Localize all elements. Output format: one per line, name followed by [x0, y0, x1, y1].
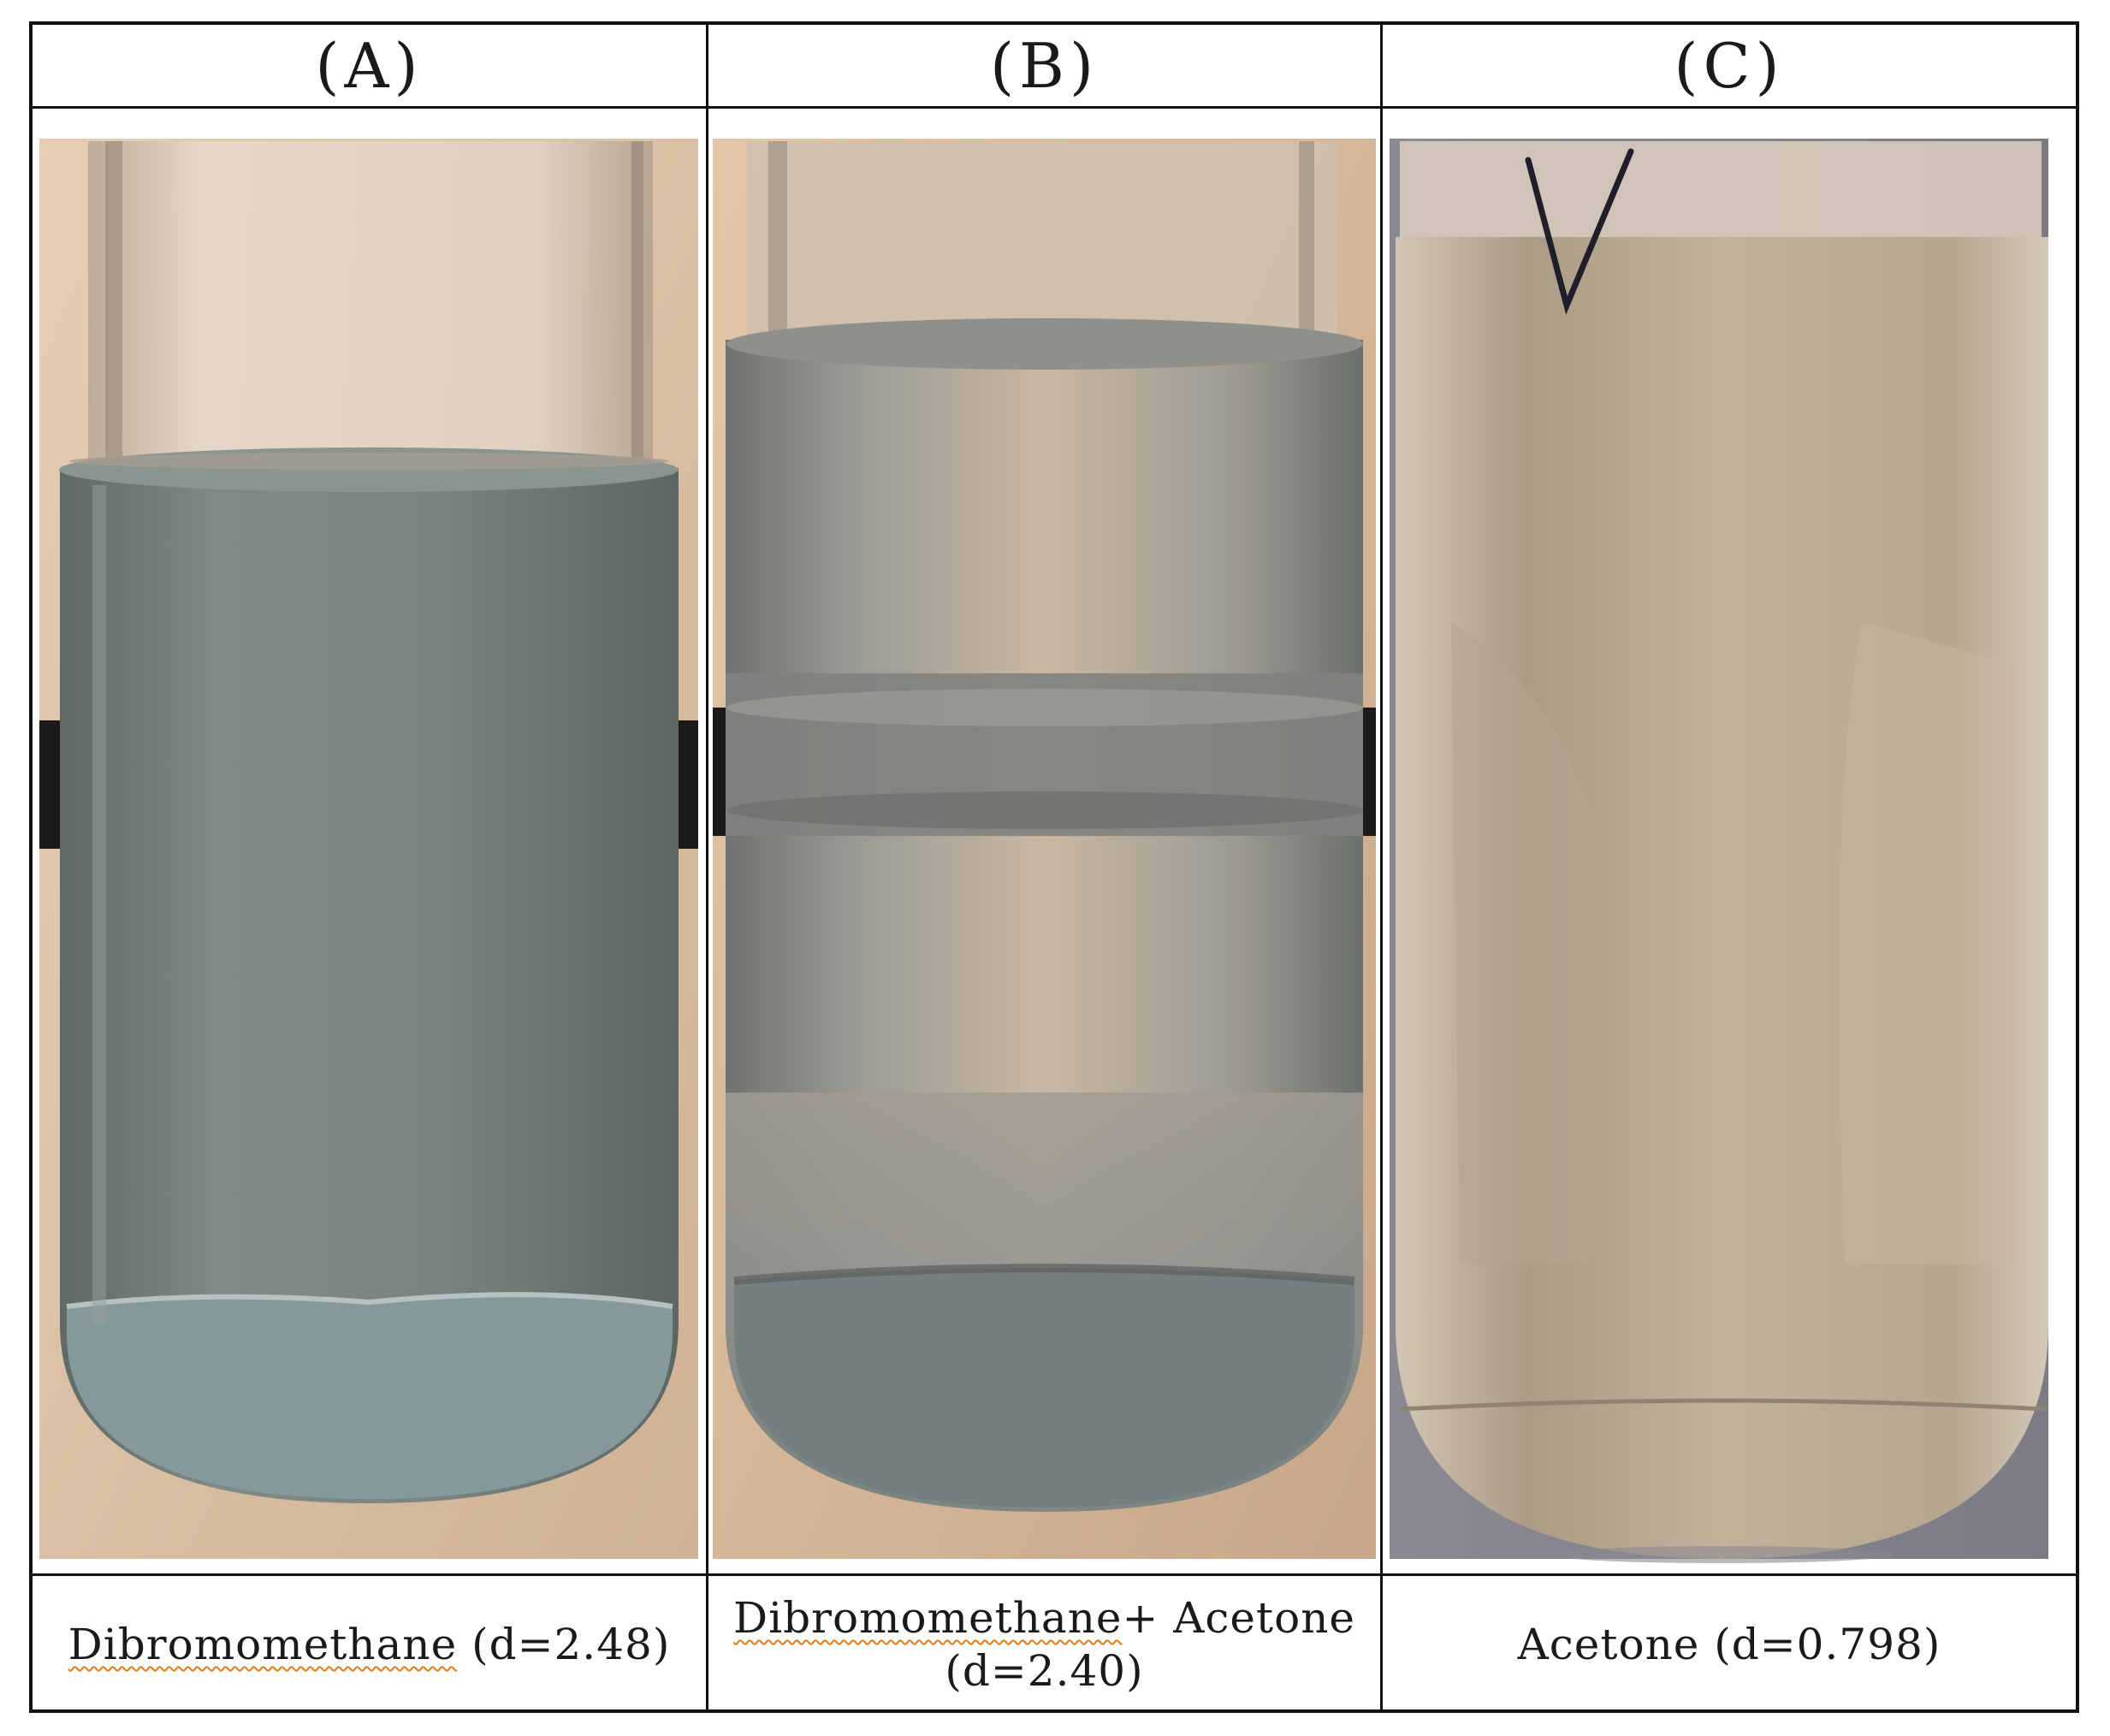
panel-b-label: (B): [708, 25, 1380, 106]
panel-a-caption-main: Dibromomethane: [68, 1620, 458, 1669]
figure-table: (A) (B) (C): [29, 21, 2079, 1713]
panel-a-label: (A): [33, 25, 706, 106]
panel-a-caption: Dibromomethane (d=2.48): [33, 1576, 706, 1713]
panel-c-photo: [1383, 109, 2076, 1573]
panel-b-photo: [708, 109, 1380, 1573]
panel-a-caption-density: (d=2.48): [457, 1620, 670, 1669]
panel-b-caption-density: (d=2.40): [945, 1644, 1143, 1697]
panel-c-label: (C): [1383, 25, 2076, 106]
panel-a-photo: [33, 109, 706, 1573]
panel-c-caption: Acetone (d=0.798): [1383, 1576, 2076, 1713]
panel-c-caption-density: (d=0.798): [1699, 1620, 1941, 1669]
panel-b-caption-main: Dibromomethane: [733, 1593, 1123, 1643]
panel-b-caption-rest: + Acetone: [1123, 1593, 1355, 1643]
panel-c-caption-main: Acetone: [1518, 1620, 1700, 1669]
panel-b-caption: Dibromomethane+ Acetone (d=2.40): [708, 1576, 1380, 1713]
